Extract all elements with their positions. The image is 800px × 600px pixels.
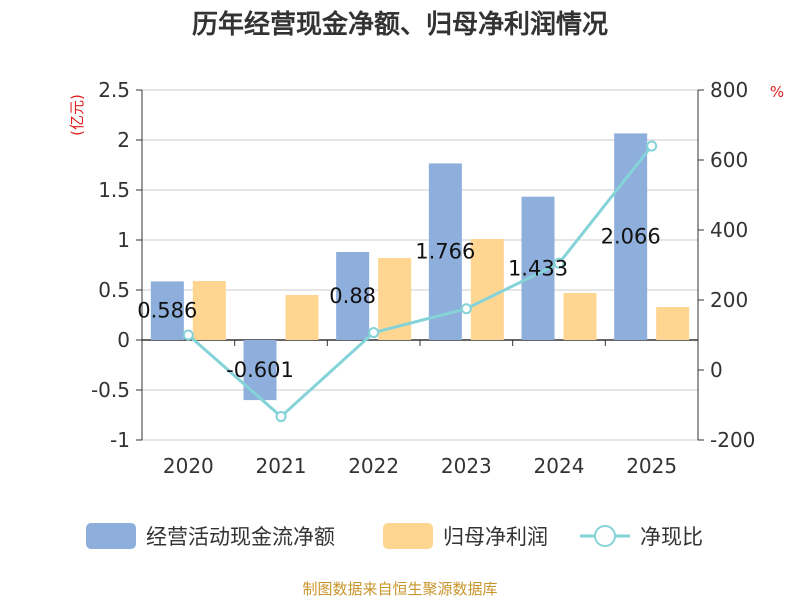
ratio-point: [182, 329, 194, 341]
left-tick-label: -1: [110, 428, 130, 452]
legend-swatch-marker: [594, 525, 616, 547]
net-profit-bar: [285, 295, 319, 340]
net-profit-bar: [470, 239, 504, 340]
x-tick-label: 2025: [626, 454, 677, 478]
cashflow-bar: [614, 133, 648, 340]
legend-swatch-cashflow: [86, 523, 136, 549]
line-series: [182, 140, 658, 423]
right-tick-label: 0: [710, 358, 723, 382]
left-tick-label: 1: [117, 228, 130, 252]
ratio-point: [646, 140, 658, 152]
net-profit-bar: [192, 281, 226, 340]
bars: [150, 133, 690, 401]
x-tick-label: 2024: [534, 454, 585, 478]
legend-label-net-profit: 归母净利润: [443, 525, 548, 549]
legend: 经营活动现金流净额 归母净利润 净现比: [86, 523, 703, 549]
x-tick-label: 2020: [163, 454, 214, 478]
legend-swatch-net-profit: [383, 523, 433, 549]
right-tick-label: 600: [710, 148, 748, 172]
chart-title: 历年经营现金净额、归母净利润情况: [192, 9, 608, 40]
right-tick-label: 800: [710, 78, 748, 102]
left-axis-unit: (亿元): [68, 94, 86, 136]
net-profit-bar: [563, 293, 597, 340]
ratio-point: [553, 257, 565, 269]
x-tick-label: 2023: [441, 454, 492, 478]
left-tick-label: 2.5: [98, 78, 130, 102]
right-axis-unit: %: [770, 83, 784, 101]
left-tick-label: 0: [117, 328, 130, 352]
x-tick-label: 2022: [348, 454, 399, 478]
cashflow-data-label: 0.88: [329, 284, 376, 308]
source-note: 制图数据来自恒生聚源数据库: [302, 580, 497, 598]
cashflow-data-label: 1.766: [415, 240, 475, 264]
right-tick-label: 200: [710, 288, 748, 312]
x-tick-label: 2021: [256, 454, 307, 478]
ratio-point: [460, 303, 472, 315]
cashflow-data-label: -0.601: [226, 358, 294, 382]
left-tick-label: 2: [117, 128, 130, 152]
cashflow-bar: [150, 281, 184, 340]
gridlines: [142, 89, 698, 441]
right-tick-label: 400: [710, 218, 748, 242]
axes: -1 -0.5 0 0.5 1 1.5 2 2.5 -200 0 200 400 600 800 2020 2…: [91, 78, 755, 478]
cashflow-bar: [336, 252, 370, 340]
cashflow-data-label: 1.433: [508, 256, 568, 280]
left-tick-label: -0.5: [91, 378, 130, 402]
legend-label-cashflow: 经营活动现金流净额: [146, 525, 335, 549]
left-tick-label: 1.5: [98, 178, 130, 202]
right-tick-label: -200: [710, 428, 755, 452]
left-tick-label: 0.5: [98, 278, 130, 302]
ratio-point: [275, 411, 287, 423]
cashflow-data-label: 0.586: [137, 299, 197, 323]
data-labels: 0.586 -0.601 0.88 1.766 1.433 2.066: [137, 225, 660, 382]
cashflow-data-label: 2.066: [601, 225, 661, 249]
ratio-line: [187, 145, 653, 419]
legend-label-ratio: 净现比: [640, 525, 703, 549]
ratio-point: [368, 327, 380, 339]
net-profit-bar: [656, 307, 690, 340]
